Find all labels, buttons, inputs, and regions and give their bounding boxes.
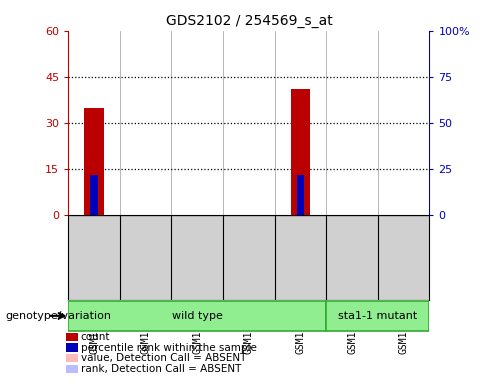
Bar bbox=[346, 191, 358, 215]
Bar bbox=[186, 213, 209, 215]
Text: value, Detection Call = ABSENT: value, Detection Call = ABSENT bbox=[81, 353, 246, 363]
Bar bbox=[90, 175, 98, 215]
Bar bbox=[291, 89, 310, 215]
Text: count: count bbox=[81, 332, 110, 342]
Bar bbox=[297, 175, 305, 215]
Bar bbox=[341, 149, 364, 215]
Text: genotype/variation: genotype/variation bbox=[5, 311, 111, 321]
Text: rank, Detection Call = ABSENT: rank, Detection Call = ABSENT bbox=[81, 364, 241, 374]
Bar bbox=[84, 108, 104, 215]
Bar bbox=[237, 184, 261, 215]
Title: GDS2102 / 254569_s_at: GDS2102 / 254569_s_at bbox=[165, 14, 332, 28]
Bar bbox=[191, 204, 203, 215]
Bar bbox=[326, 301, 429, 331]
Text: wild type: wild type bbox=[172, 311, 223, 321]
Bar bbox=[398, 193, 409, 215]
Bar bbox=[68, 301, 326, 331]
Bar bbox=[140, 200, 151, 215]
Text: sta1-1 mutant: sta1-1 mutant bbox=[338, 311, 417, 321]
Bar bbox=[243, 200, 255, 215]
Bar bbox=[134, 164, 157, 215]
Bar bbox=[392, 160, 415, 215]
Text: percentile rank within the sample: percentile rank within the sample bbox=[81, 343, 256, 353]
